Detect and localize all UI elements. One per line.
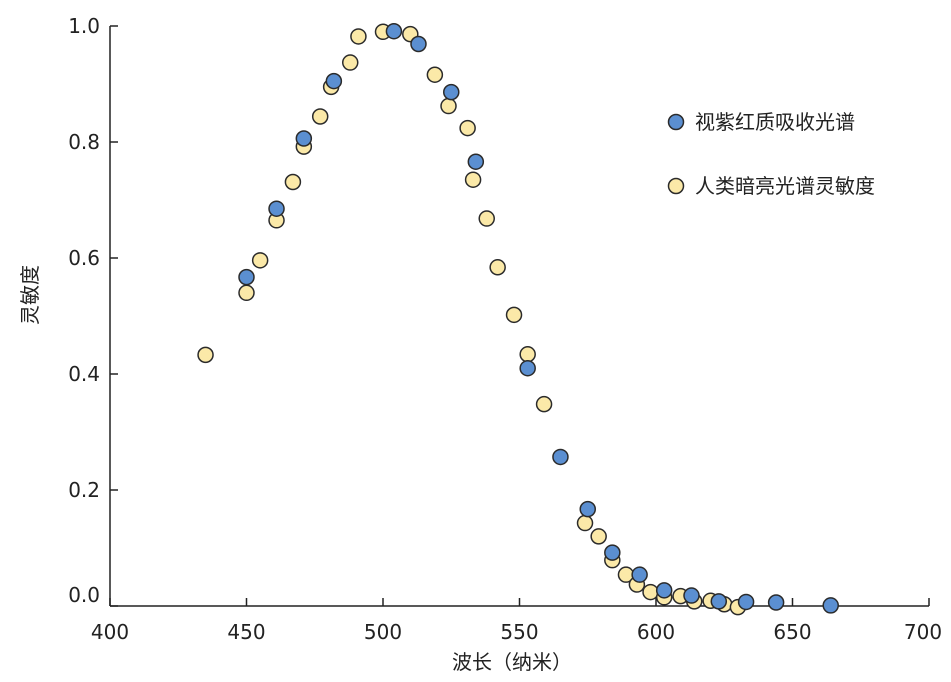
data-point-series-0 [767, 594, 785, 611]
x-tick-label: 500 [364, 620, 402, 644]
data-point-series-1 [576, 514, 594, 532]
x-axis-title: 波长（纳米） [452, 650, 572, 674]
plot-area: 0.0 0.2 0.4 0.6 0.8 1.0 400 450 500 550 600 650 700 [68, 14, 942, 644]
data-point-series-1 [535, 395, 553, 413]
x-tick-label: 550 [500, 620, 538, 644]
data-point-series-1 [284, 173, 302, 191]
data-point-series-0 [519, 359, 536, 377]
legend: 视紫红质吸收光谱 人类暗亮光谱灵敏度 [667, 110, 875, 198]
data-point-series-0 [822, 597, 839, 614]
data-point-series-1 [459, 119, 476, 137]
x-axis-ticks: 400 450 500 550 600 650 700 [91, 598, 942, 644]
data-point-series-1 [590, 528, 607, 545]
data-point-series-0 [325, 72, 343, 90]
x-tick-label: 600 [637, 620, 675, 644]
x-tick-label: 700 [904, 620, 942, 644]
x-tick-label: 400 [91, 620, 129, 644]
data-point-series-0 [443, 83, 460, 101]
data-point-series-1 [350, 28, 367, 45]
data-point-series-1 [505, 306, 523, 324]
y-tick-label: 0.2 [68, 478, 100, 502]
y-tick-label: 0.8 [68, 130, 100, 154]
data-point-series-0 [552, 448, 569, 466]
data-point-series-0 [737, 593, 755, 611]
data-point-series-0 [604, 544, 621, 561]
legend-marker-series-0 [667, 113, 685, 131]
y-axis-ticks: 0.0 0.2 0.4 0.6 0.8 1.0 [68, 14, 118, 607]
data-point-series-1 [642, 583, 659, 601]
x-tick-label: 650 [773, 620, 811, 644]
data-point-series-0 [268, 200, 285, 217]
data-point-series-0 [683, 587, 700, 604]
data-point-series-0 [295, 130, 313, 147]
data-point-series-1 [238, 284, 255, 302]
y-tick-label: 1.0 [68, 14, 100, 38]
data-point-series-1 [519, 346, 536, 363]
data-point-series-0 [385, 22, 403, 40]
data-point-series-1 [440, 97, 457, 115]
data-point-series-0 [631, 566, 648, 583]
data-point-series-1 [489, 259, 506, 276]
data-point-series-0 [579, 500, 596, 518]
data-point-series-0 [655, 582, 673, 599]
y-axis-title: 灵敏度 [18, 265, 42, 325]
data-point-series-1 [426, 66, 444, 83]
data-point-series-1 [311, 108, 329, 125]
data-point-series-1 [478, 210, 495, 227]
data-point-series-1 [464, 171, 482, 188]
data-point-series-0 [410, 35, 427, 53]
data-point-series-1 [341, 54, 359, 71]
data-point-series-1 [251, 252, 269, 269]
legend-label-series-0: 视紫红质吸收光谱 [695, 110, 855, 134]
data-point-series-0 [467, 153, 485, 170]
y-tick-label: 0.6 [68, 246, 100, 270]
legend-label-series-1: 人类暗亮光谱灵敏度 [695, 174, 875, 198]
data-points [197, 22, 839, 616]
y-tick-label: 0.4 [68, 362, 100, 386]
data-point-series-0 [238, 268, 255, 286]
y-tick-label: 0.0 [68, 583, 100, 607]
x-tick-label: 450 [227, 620, 265, 644]
data-point-series-0 [710, 593, 728, 610]
data-point-series-1 [197, 346, 214, 364]
legend-marker-series-1 [667, 177, 685, 195]
